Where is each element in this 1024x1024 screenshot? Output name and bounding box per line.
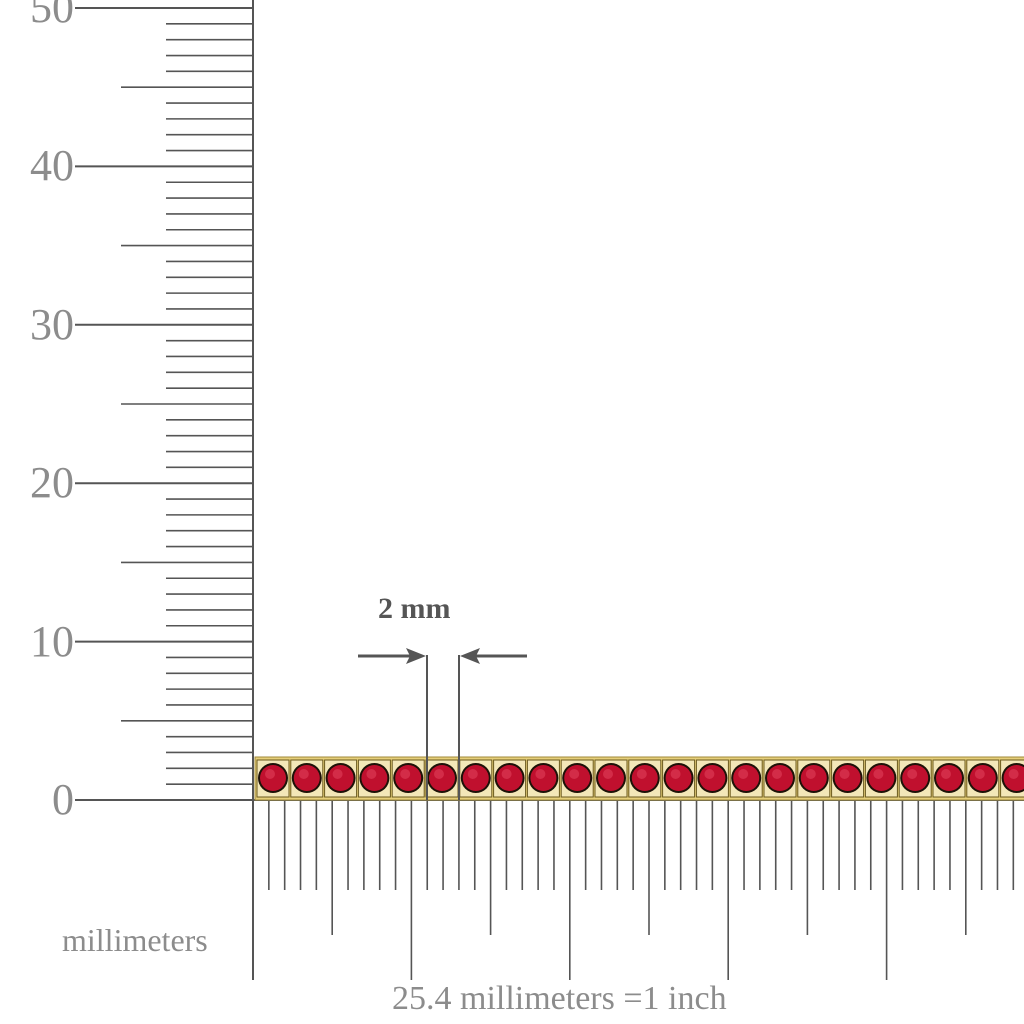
stone-highlight bbox=[873, 769, 884, 779]
stone-highlight bbox=[839, 769, 850, 779]
stone-highlight bbox=[501, 769, 512, 779]
vertical-tick-label: 10 bbox=[30, 616, 74, 666]
stone-highlight bbox=[704, 769, 715, 779]
stone-highlight bbox=[569, 769, 580, 779]
stone-highlight bbox=[907, 769, 918, 779]
stone-highlight bbox=[941, 769, 951, 779]
stone-highlight bbox=[670, 769, 681, 779]
stone-highlight bbox=[366, 769, 377, 779]
stone-highlight bbox=[1008, 769, 1019, 779]
unit-label: millimeters bbox=[62, 922, 208, 958]
vertical-tick-label: 20 bbox=[30, 458, 74, 508]
vertical-tick-label: 50 bbox=[30, 0, 74, 32]
stone-highlight bbox=[772, 769, 782, 779]
stone-width-label: 2 mm bbox=[378, 592, 451, 625]
stone-highlight bbox=[332, 769, 343, 779]
stone-highlight bbox=[400, 769, 411, 779]
arrow-left-icon bbox=[460, 648, 480, 664]
stone-highlight bbox=[974, 769, 985, 779]
stone-highlight bbox=[265, 769, 275, 779]
stone-highlight bbox=[738, 769, 749, 779]
stone-highlight bbox=[535, 769, 546, 779]
stone-highlight bbox=[434, 769, 444, 779]
inch-conversion-label: 25.4 millimeters =1 inch bbox=[392, 980, 727, 1017]
stone-highlight bbox=[603, 769, 613, 779]
stone-highlight bbox=[298, 769, 309, 779]
vertical-tick-label: 0 bbox=[52, 775, 74, 824]
arrow-right-icon bbox=[406, 648, 426, 664]
stone-highlight bbox=[636, 769, 647, 779]
vertical-tick-label: 30 bbox=[30, 299, 74, 349]
stone-highlight bbox=[805, 769, 816, 779]
vertical-tick-label: 40 bbox=[30, 141, 74, 191]
stone-highlight bbox=[467, 769, 478, 779]
